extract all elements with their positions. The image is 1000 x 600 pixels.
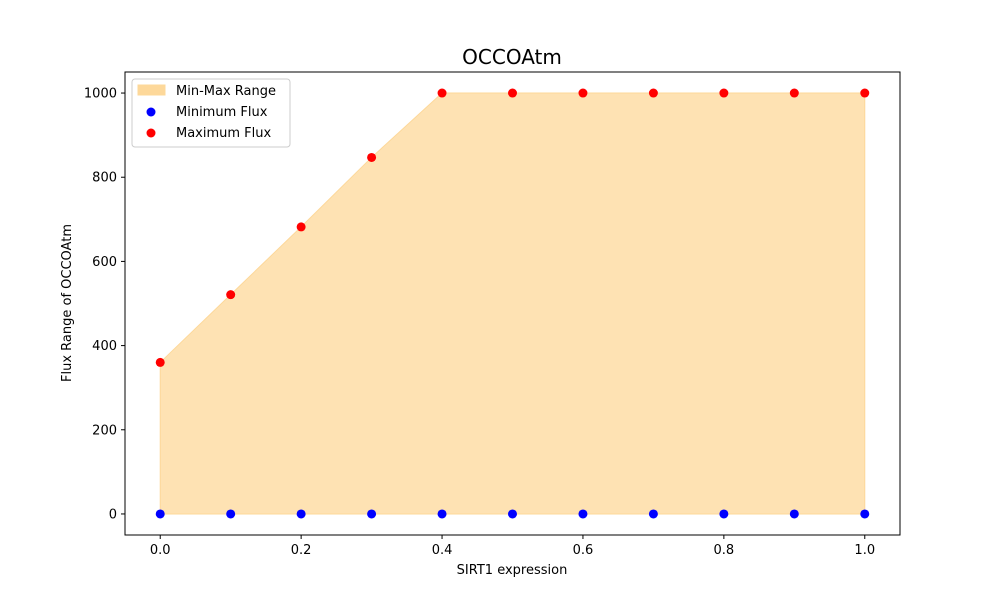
x-tick-label: 0.4	[432, 543, 453, 558]
min-flux-point-7	[648, 509, 658, 519]
max-flux-point-6	[578, 88, 588, 98]
legend-swatch-range	[137, 84, 166, 96]
y-tick-label: 400	[92, 339, 117, 354]
x-tick-label: 0.6	[573, 543, 594, 558]
min-flux-point-6	[578, 509, 588, 519]
max-flux-point-4	[437, 88, 447, 98]
min-flux-point-5	[508, 509, 517, 519]
max-flux-point-10	[860, 88, 870, 98]
x-axis-label: SIRT1 expression	[457, 563, 568, 578]
max-flux-point-2	[296, 222, 306, 232]
max-flux-point-7	[648, 88, 658, 98]
x-tick-label: 0.0	[150, 543, 171, 558]
min-flux-point-9	[789, 509, 799, 519]
max-flux-point-1	[226, 290, 236, 300]
x-tick-label: 0.2	[291, 543, 312, 558]
max-flux-point-5	[508, 88, 517, 98]
max-flux-point-0	[155, 357, 165, 367]
y-tick-label: 600	[92, 255, 117, 270]
legend-swatch-max	[146, 128, 156, 138]
min-max-range-area	[159, 92, 866, 515]
x-tick-label: 0.8	[714, 543, 735, 558]
legend-swatch-min	[146, 107, 156, 117]
legend: Min-Max Range Minimum Flux Maximum Flux	[131, 78, 291, 148]
chart-title: OCCOAtm	[462, 45, 562, 69]
min-flux-point-4	[437, 509, 447, 519]
x-tick-label: 1.0	[854, 543, 875, 558]
min-flux-point-0	[155, 509, 165, 519]
min-flux-point-8	[719, 509, 729, 519]
max-flux-point-3	[367, 152, 377, 162]
y-tick-label: 200	[92, 423, 117, 438]
plot-frame	[124, 71, 901, 536]
min-flux-point-2	[296, 509, 306, 519]
min-flux-point-1	[226, 509, 236, 519]
y-axis-label: Flux Range of OCCOAtm	[60, 224, 75, 382]
y-tick-label: 1000	[84, 87, 117, 102]
max-flux-point-9	[789, 88, 799, 98]
legend-label-min: Minimum Flux	[176, 105, 268, 120]
min-flux-point-3	[367, 509, 377, 519]
x-axis: 0.0 0.2 0.4 0.6 0.8 1.0	[150, 535, 875, 558]
min-flux-point-10	[860, 509, 870, 519]
y-tick-label: 800	[92, 171, 117, 186]
max-flux-point-8	[719, 88, 729, 98]
legend-label-range: Min-Max Range	[176, 84, 276, 99]
legend-box	[131, 78, 291, 148]
y-axis: 0 200 400 600 800 1000	[84, 87, 125, 522]
legend-label-max: Maximum Flux	[176, 126, 272, 141]
plot-area	[155, 88, 870, 519]
y-tick-label: 0	[109, 507, 117, 522]
